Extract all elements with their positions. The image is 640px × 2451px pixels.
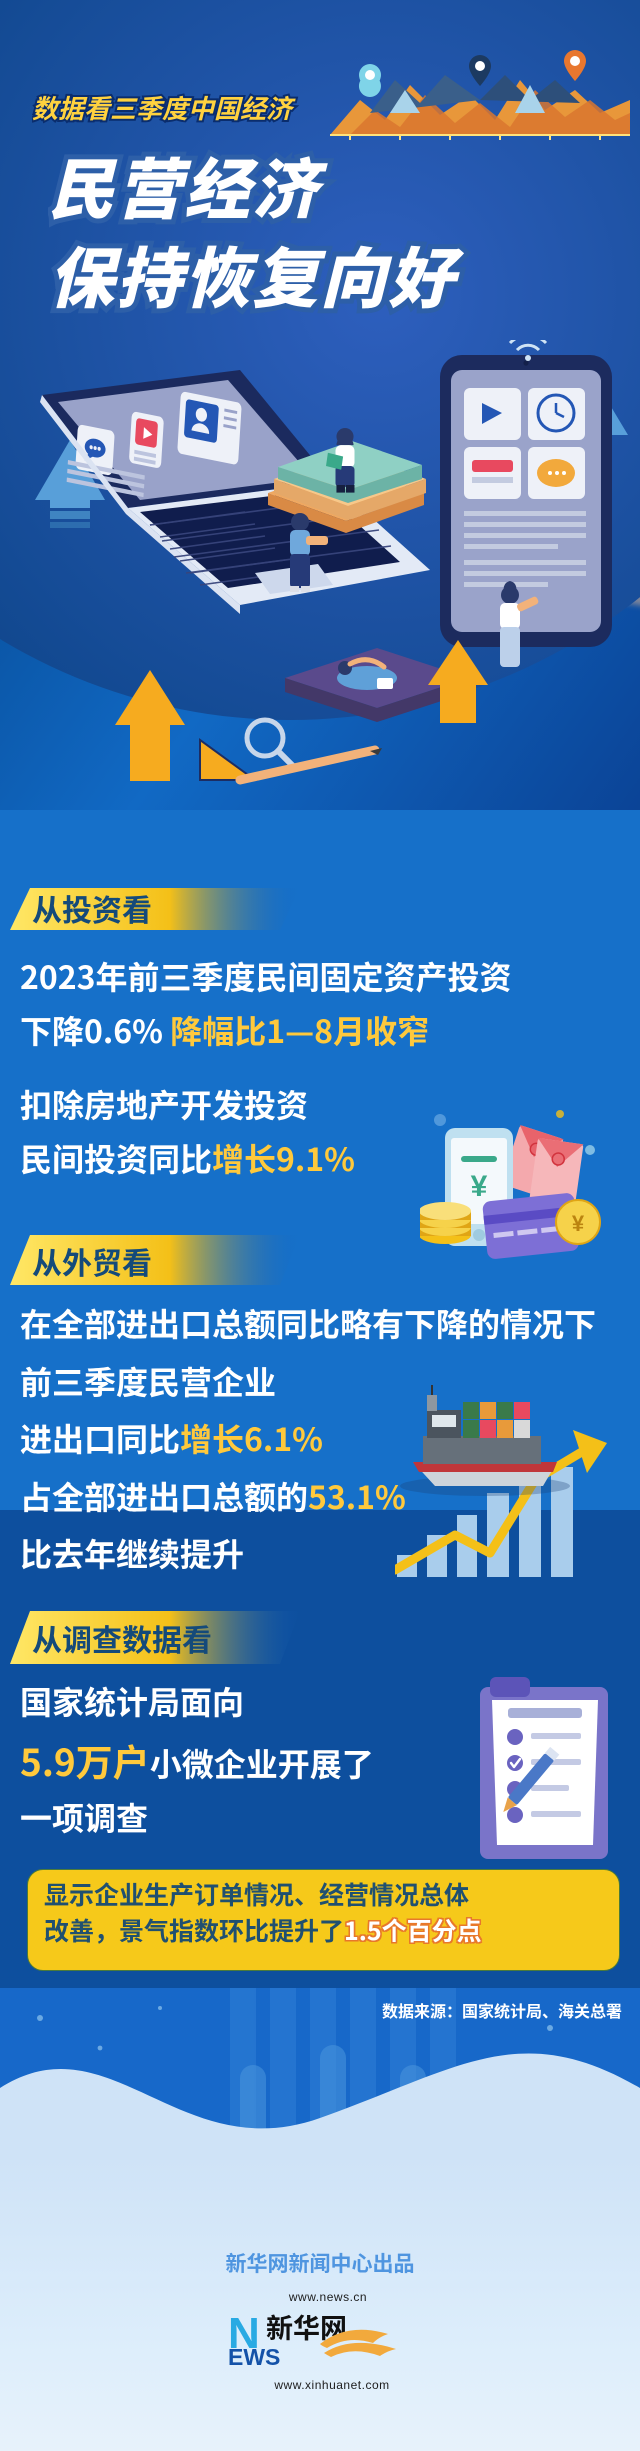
svg-text:保持恢复向好: 保持恢复向好 (48, 226, 465, 322)
svg-text:从外贸看: 从外贸看 (32, 1239, 152, 1283)
svg-text:EWS: EWS (228, 2344, 280, 2370)
svg-text:¥: ¥ (471, 1170, 488, 1203)
svg-text:从投资看: 从投资看 (32, 886, 152, 930)
svg-text:数据看三季度中国经济: 数据看三季度中国经济 (32, 89, 296, 126)
svg-text:民营经济: 民营经济 (48, 145, 328, 233)
svg-text:¥: ¥ (572, 1211, 585, 1236)
svg-text:从调查数据看: 从调查数据看 (32, 1616, 212, 1660)
